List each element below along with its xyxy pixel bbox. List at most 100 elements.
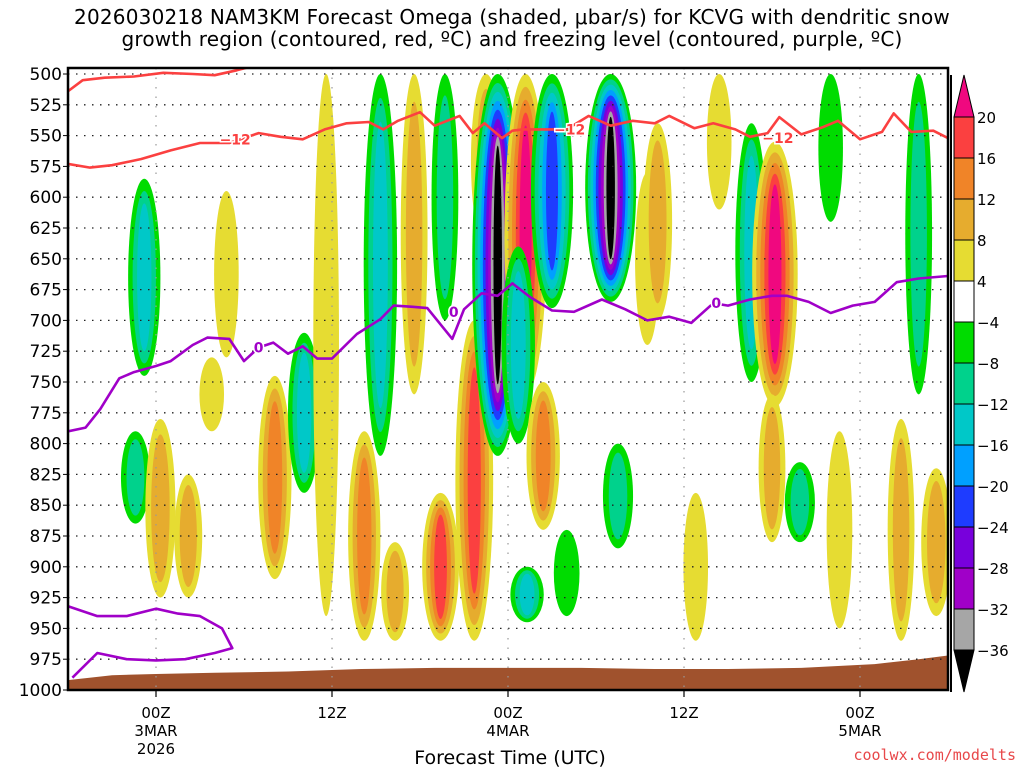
- colorbar-bin: [953, 239, 975, 282]
- colorbar-label: −20: [977, 478, 1009, 496]
- colorbar-bin: [953, 444, 975, 487]
- x-tick-label: 12Z: [669, 704, 698, 722]
- contour-label-zero: 0: [711, 296, 721, 312]
- contours: −12 −12 −12 0 0 0: [68, 68, 948, 679]
- omega-contour-fill: [892, 438, 910, 622]
- omega-contour-fill: [510, 271, 526, 419]
- omega-cell: [128, 178, 161, 376]
- colorbar-bin: [953, 280, 975, 323]
- omega-cell: [510, 566, 544, 623]
- omega-shading: [120, 73, 948, 641]
- omega-contour-fill: [648, 140, 667, 304]
- y-tick-label: 600: [30, 188, 62, 208]
- omega-contour-fill: [535, 400, 551, 512]
- y-tick-label: 875: [30, 527, 62, 547]
- grid: [68, 68, 948, 690]
- omega-contour-fill: [790, 469, 810, 536]
- omega-cell: [145, 418, 176, 598]
- omega-contour-fill: [296, 352, 312, 473]
- y-tick-label: 825: [30, 465, 62, 485]
- chart-title-line-2: growth region (contoured, red, ºC) and f…: [121, 27, 903, 51]
- omega-cell: [381, 542, 410, 641]
- omega-contour-fill: [434, 514, 447, 620]
- omega-contour-fill: [927, 481, 946, 604]
- colorbar-label: −36: [977, 642, 1009, 660]
- omega-contour-fill: [553, 529, 580, 617]
- colorbar-bin: [953, 485, 975, 528]
- y-tick-label: 850: [30, 496, 62, 516]
- terrain-fill: [68, 655, 948, 690]
- colorbar-label: −8: [977, 355, 999, 373]
- omega-cell: [905, 74, 933, 395]
- omega-contour-fill: [545, 111, 559, 271]
- omega-cell: [706, 73, 732, 210]
- omega-cell: [455, 320, 494, 641]
- colorbar-label: 20: [977, 109, 996, 127]
- colorbar-label: −28: [977, 560, 1009, 578]
- contour-label-minus12: −12: [220, 132, 251, 148]
- y-tick-label: 775: [30, 404, 62, 424]
- omega-cell: [199, 357, 225, 432]
- omega-contour-fill: [706, 73, 732, 210]
- omega-contour-fill: [493, 145, 502, 385]
- contour-label-minus12: −12: [554, 122, 585, 138]
- omega-contour-fill: [126, 439, 145, 516]
- contour-label-zero: 0: [449, 305, 459, 321]
- omega-contour-fill: [910, 101, 927, 367]
- y-tick-label: 550: [30, 127, 62, 147]
- omega-contour-fill: [608, 452, 628, 540]
- omega-contour-fill: [199, 357, 225, 432]
- x-tick-label: 4MAR: [486, 722, 529, 740]
- y-tick-label: 725: [30, 342, 62, 362]
- contour-line: [68, 274, 948, 433]
- omega-cell: [683, 492, 709, 641]
- omega-cell: [530, 73, 574, 309]
- omega-cell: [526, 382, 560, 530]
- x-tick-label: 12Z: [317, 704, 346, 722]
- omega-cell: [400, 74, 428, 395]
- colorbar-bin: [953, 526, 975, 569]
- y-tick-label: 575: [30, 157, 62, 177]
- omega-cell: [214, 191, 239, 358]
- omega-cell: [313, 74, 339, 617]
- colorbar: 20 16 12 8 4 −4 −8 −12 −16 −20 −24 −28 −32 −36: [950, 74, 1009, 693]
- omega-contour-fill: [683, 492, 709, 641]
- omega-contour-fill: [137, 203, 152, 352]
- y-tick-label: 750: [30, 373, 62, 393]
- colorbar-bin: [953, 608, 975, 651]
- y-tick-label: 1000: [19, 681, 62, 701]
- omega-contour-fill: [606, 116, 615, 260]
- colorbar-label: −24: [977, 519, 1009, 537]
- omega-contour-fill: [313, 74, 339, 617]
- colorbar-bin: [953, 321, 975, 364]
- omega-cell: [784, 462, 815, 543]
- omega-contour-fill: [467, 367, 481, 594]
- omega-contour-fill: [768, 184, 782, 365]
- x-tick-label: 3MAR: [134, 722, 177, 740]
- omega-cell: [553, 529, 580, 617]
- omega-contour-fill: [151, 434, 170, 583]
- contour-label-minus12: −12: [762, 131, 793, 147]
- omega-contour-fill: [372, 121, 388, 409]
- x-tick-label: 5MAR: [838, 722, 881, 740]
- omega-cell: [501, 246, 535, 444]
- omega-contour-fill: [818, 74, 843, 222]
- contour-line: [68, 604, 234, 679]
- colorbar-label: −12: [977, 396, 1009, 414]
- omega-cell: [363, 73, 398, 456]
- y-tick-label: 950: [30, 619, 62, 639]
- contour-line: [68, 68, 251, 93]
- omega-cell: [818, 74, 843, 222]
- y-tick-label: 500: [30, 65, 62, 85]
- credit-text: coolwx.com/modelts: [853, 746, 1016, 764]
- omega-cell: [258, 375, 292, 580]
- omega-cell: [287, 332, 321, 493]
- omega-contour-fill: [386, 550, 404, 633]
- y-tick-label: 650: [30, 250, 62, 270]
- x-tick-label: 00Z: [845, 704, 874, 722]
- omega-cell: [752, 141, 798, 407]
- y-tick-label: 700: [30, 311, 62, 331]
- colorbar-arrow-down: [953, 649, 975, 693]
- y-tick-label: 975: [30, 650, 62, 670]
- omega-cell: [120, 431, 150, 524]
